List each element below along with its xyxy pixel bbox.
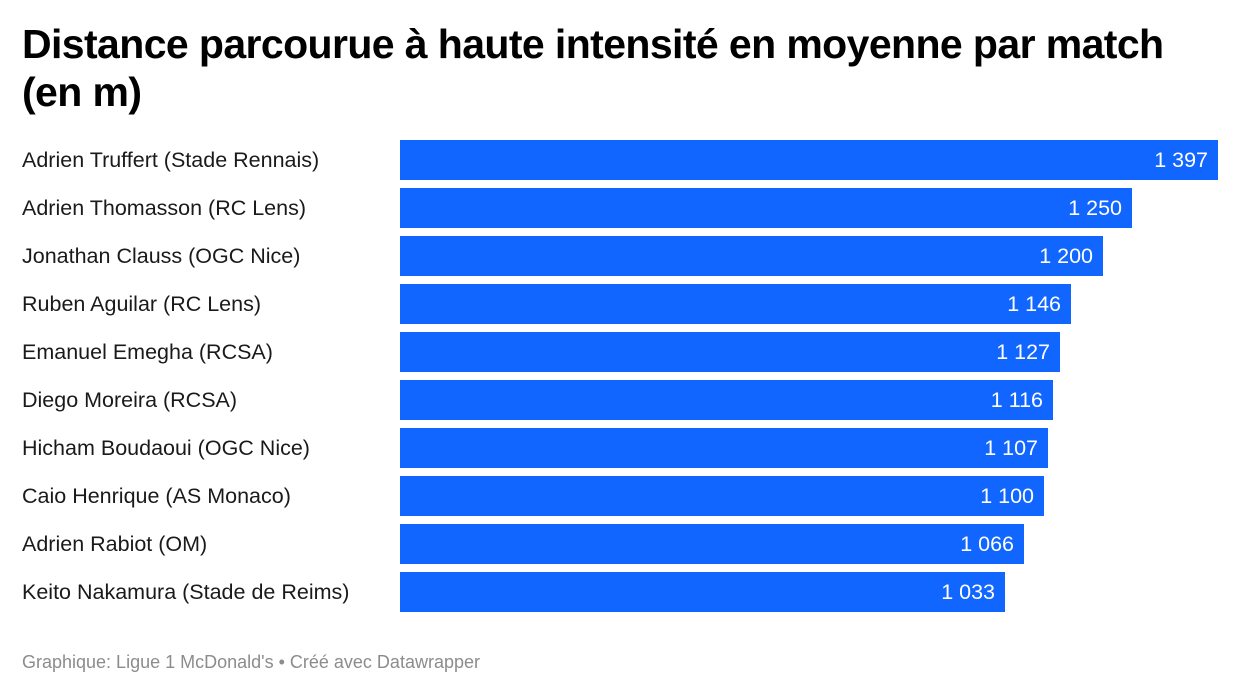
bar: 1 250 [400,188,1132,228]
bar-row: Emanuel Emegha (RCSA) 1 127 [0,332,1240,372]
category-label: Adrien Rabiot (OM) [22,532,208,556]
bar-value-label: 1 066 [960,532,1014,556]
category-label: Hicham Boudaoui (OGC Nice) [22,436,310,460]
bar-row: Hicham Boudaoui (OGC Nice) 1 107 [0,428,1240,468]
chart-title: Distance parcourue à haute intensité en … [22,21,1164,115]
category-label: Diego Moreira (RCSA) [22,388,238,412]
bar-value-label: 1 146 [1007,292,1061,316]
category-label: Ruben Aguilar (RC Lens) [22,292,262,316]
bar-value-label: 1 100 [980,484,1034,508]
bar-value-label: 1 200 [1039,244,1093,268]
bar: 1 200 [400,236,1103,276]
bar: 1 107 [400,428,1048,468]
category-label: Adrien Truffert (Stade Rennais) [22,148,320,172]
bar: 1 146 [400,284,1071,324]
bar-value-label: 1 116 [990,388,1043,412]
bar: 1 397 [400,140,1218,180]
bar: 1 066 [400,524,1024,564]
bar-row: Adrien Rabiot (OM) 1 066 [0,524,1240,564]
bar-row: Diego Moreira (RCSA) 1 116 [0,380,1240,420]
category-label: Keito Nakamura (Stade de Reims) [22,580,350,604]
category-label: Emanuel Emegha (RCSA) [22,340,273,364]
bar-row: Jonathan Clauss (OGC Nice) 1 200 [0,236,1240,276]
bar-row: Ruben Aguilar (RC Lens) 1 146 [0,284,1240,324]
bar-row: Adrien Truffert (Stade Rennais) 1 397 [0,140,1240,180]
chart-footer: Graphique: Ligue 1 McDonald's • Créé ave… [22,652,480,672]
bar-row: Keito Nakamura (Stade de Reims) 1 033 [0,572,1240,612]
bar-row: Caio Henrique (AS Monaco) 1 100 [0,476,1240,516]
bar: 1 116 [400,380,1053,420]
bar-value-label: 1 250 [1068,196,1122,220]
bar-value-label: 1 397 [1154,148,1208,172]
bar-value-label: 1 127 [996,340,1050,364]
bar-row: Adrien Thomasson (RC Lens) 1 250 [0,188,1240,228]
category-label: Jonathan Clauss (OGC Nice) [22,244,301,268]
bar: 1 100 [400,476,1044,516]
category-label: Adrien Thomasson (RC Lens) [22,196,307,220]
bar: 1 127 [400,332,1060,372]
bar: 1 033 [400,572,1005,612]
category-label: Caio Henrique (AS Monaco) [22,484,291,508]
bar-value-label: 1 107 [984,436,1038,460]
bar-value-label: 1 033 [941,580,995,604]
